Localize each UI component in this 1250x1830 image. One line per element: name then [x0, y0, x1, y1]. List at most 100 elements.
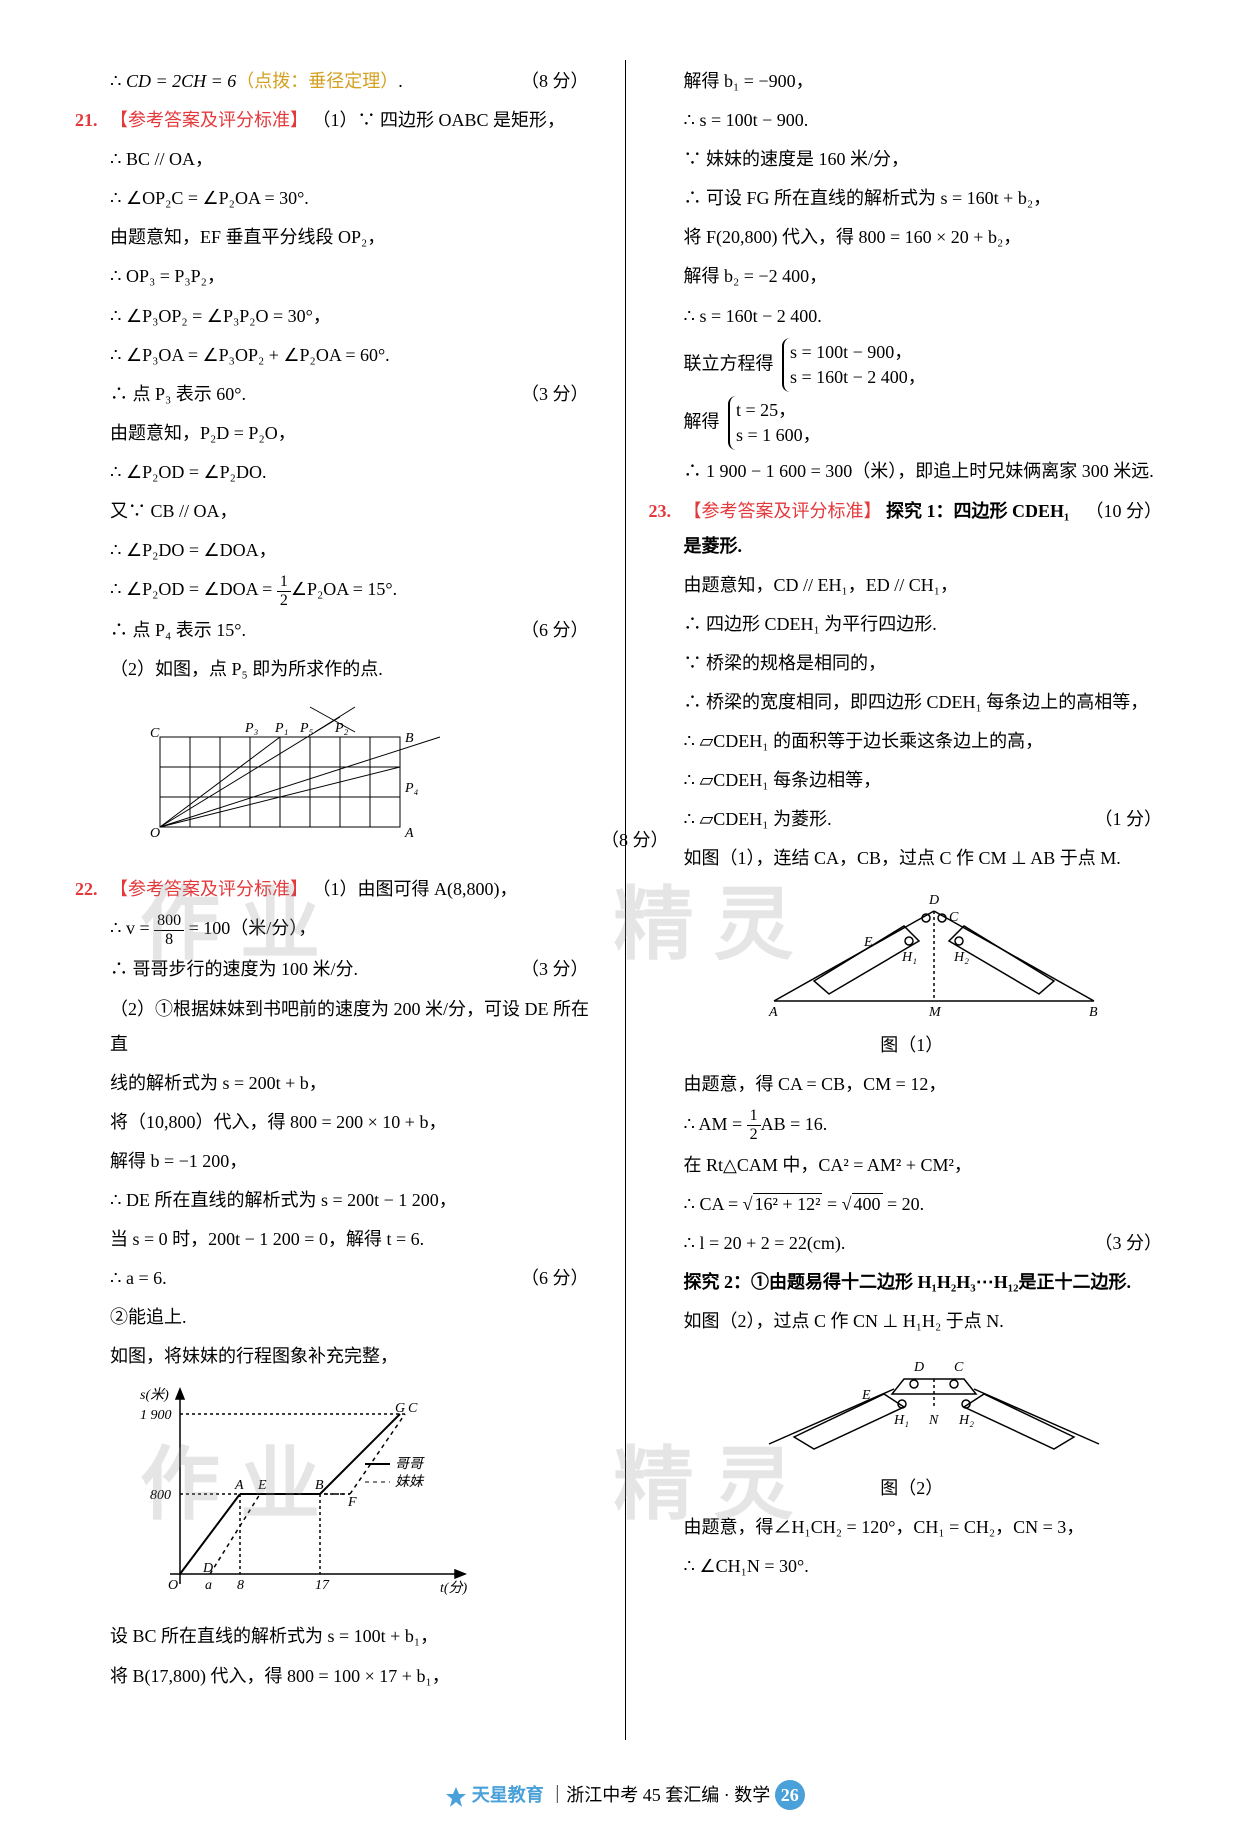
text: 将 B(17,800) 代入，得 800 = 100 × 17 + b₁， — [80, 1659, 597, 1694]
text: ∴ 点 P₄ 表示 15°. — [110, 620, 246, 640]
text: 解得 b = −1 200， — [80, 1144, 597, 1179]
question-number: 21. — [75, 103, 98, 138]
text: ∴ ∠P₂DO = ∠DOA， — [80, 533, 597, 568]
fraction: 8008 — [154, 912, 184, 948]
answer-header: 【参考答案及评分标准】 — [110, 110, 308, 130]
text: ∴ BC // OA， — [80, 142, 597, 177]
score: （6 分） — [521, 1261, 589, 1296]
text: ∴ 点 P₃ 表示 60°. — [110, 384, 246, 404]
text: ∴ 1 900 − 1 600 = 300（米），即追上时兄妹俩离家 300 米… — [654, 454, 1171, 489]
text: 设 BC 所在直线的解析式为 s = 100t + b₁， — [80, 1619, 597, 1654]
text: ∴ ∠P₃OA = ∠P₃OP₂ + ∠P₂OA = 60°. — [80, 338, 597, 373]
text: 线的解析式为 s = 200t + b， — [80, 1066, 597, 1101]
text: ∴ ∠CH₁N = 30°. — [654, 1549, 1171, 1584]
diagram-grid: CB OA P₃P₁ P₅P₂ P₄ （8 分） — [140, 697, 597, 862]
text: ∵ 桥梁的规格是相同的， — [654, 646, 1171, 681]
text: ∴ s = 160t − 2 400. — [654, 299, 1171, 334]
svg-text:A: A — [404, 826, 414, 841]
text: ∴ v = — [110, 918, 154, 938]
text: ∴ 桥梁的宽度相同，即四边形 CDEH₁ 每条边上的高相等， — [654, 685, 1171, 720]
text: = — [822, 1194, 841, 1214]
svg-text:B: B — [315, 1478, 324, 1493]
question-number: 22. — [75, 872, 98, 907]
svg-text:D: D — [913, 1360, 924, 1375]
text: 由题意知，EF 垂直平分线段 OP₂， — [80, 220, 597, 255]
figure-caption: 图（2） — [654, 1474, 1171, 1500]
svg-text:O: O — [150, 826, 160, 841]
text: 在 Rt△CAM 中，CA² = AM² + CM²， — [654, 1148, 1171, 1183]
text: （2）如图，点 P₅ 即为所求作的点. — [80, 652, 597, 687]
text: ∴ a = 6. — [110, 1268, 167, 1288]
text: ∴ ▱CDEH₁ 每条边相等， — [654, 763, 1171, 798]
brand-name: 天星教育 — [472, 1785, 544, 1805]
text: 联立方程得 — [684, 353, 774, 373]
text: ∴ OP₃ = P₃P₂， — [80, 259, 597, 294]
svg-text:C: C — [408, 1401, 418, 1416]
svg-text:H₂: H₂ — [953, 950, 969, 965]
score: （1 分） — [1095, 802, 1163, 837]
text: = 20. — [883, 1194, 925, 1214]
svg-text:E: E — [861, 1388, 871, 1403]
score: （6 分） — [521, 613, 589, 648]
svg-text:P₂: P₂ — [334, 721, 349, 736]
svg-text:H₂: H₂ — [958, 1413, 974, 1428]
text: ∴ ▱CDEH₁ 为菱形. — [684, 809, 832, 829]
text: 由题意知，P₂D = P₂O， — [80, 416, 597, 451]
page-footer: 天星教育 ｜浙江中考 45 套汇编 · 数学 26 — [0, 1780, 1250, 1810]
text: ∴ DE 所在直线的解析式为 s = 200t − 1 200， — [80, 1183, 597, 1218]
diagram-bridge-2: D C E H₁ N H₂ — [754, 1349, 1171, 1464]
score: （3 分） — [1095, 1226, 1163, 1261]
svg-text:B: B — [1089, 1005, 1098, 1016]
text: ∴ 哥哥步行的速度为 100 米/分. — [110, 959, 358, 979]
text: 又∵ CB // OA， — [80, 494, 597, 529]
text: ∵ 妹妹的速度是 160 米/分， — [654, 142, 1171, 177]
text: ∴ ∠P₂OD = ∠P₂DO. — [80, 455, 597, 490]
text: 由题意，得 CA = CB，CM = 12， — [654, 1067, 1171, 1102]
fraction: 12 — [747, 1107, 761, 1143]
svg-text:E: E — [863, 935, 873, 950]
fraction: 12 — [277, 573, 291, 609]
equation-system: s = 100t − 900，s = 160t − 2 400， — [782, 338, 932, 392]
svg-text:P₄: P₄ — [404, 781, 419, 796]
text: ②能追上. — [80, 1300, 597, 1335]
svg-text:A: A — [768, 1005, 778, 1016]
text: ∴ l = 20 + 2 = 22(cm). — [684, 1233, 846, 1253]
hint: （点拨：垂径定理） — [236, 71, 398, 91]
text: ∴ AM = — [684, 1114, 747, 1134]
text: 探究 2：①由题易得十二边形 H₁H₂H₃⋯H₁₂是正十二边形. — [684, 1272, 1132, 1292]
text: ∴ — [110, 71, 126, 91]
svg-text:H₁: H₁ — [893, 1413, 909, 1428]
svg-text:A: A — [234, 1478, 244, 1493]
svg-text:800: 800 — [150, 1488, 171, 1503]
svg-text:F: F — [347, 1495, 357, 1510]
svg-text:C: C — [949, 910, 959, 925]
page-number: 26 — [775, 1780, 805, 1810]
svg-text:P₁: P₁ — [274, 721, 288, 736]
svg-text:N: N — [928, 1413, 939, 1428]
text: ∴ ∠P₂OD = ∠DOA = — [110, 579, 277, 599]
svg-text:8: 8 — [237, 1578, 244, 1593]
svg-text:G: G — [395, 1401, 405, 1416]
svg-text:M: M — [928, 1005, 942, 1016]
text: 解得 b₁ = −900， — [654, 64, 1171, 99]
text: 将（10,800）代入，得 800 = 200 × 10 + b， — [80, 1105, 597, 1140]
text: 由题意，得∠H₁CH₂ = 120°，CH₁ = CH₂，CN = 3， — [654, 1510, 1171, 1545]
sqrt: 16² + 12² — [753, 1193, 823, 1214]
text: 将 F(20,800) 代入，得 800 = 160 × 20 + b₂， — [654, 220, 1171, 255]
svg-text:D: D — [202, 1561, 213, 1576]
text: 解得 — [684, 411, 720, 431]
text: ∴ 四边形 CDEH₁ 为平行四边形. — [654, 607, 1171, 642]
question-number: 23. — [649, 494, 672, 529]
text: 由题意知，CD // EH₁，ED // CH₁， — [654, 568, 1171, 603]
column-divider — [625, 60, 626, 1740]
text: 如图，将妹妹的行程图象补充完整， — [80, 1339, 597, 1374]
svg-text:a: a — [205, 1578, 212, 1593]
text: ∴ s = 100t − 900. — [654, 103, 1171, 138]
svg-text:17: 17 — [315, 1578, 330, 1593]
svg-text:P₃: P₃ — [244, 721, 259, 736]
answer-header: 【参考答案及评分标准】 — [110, 879, 308, 899]
score: （3 分） — [521, 377, 589, 412]
svg-text:1 900: 1 900 — [140, 1408, 172, 1423]
svg-text:E: E — [257, 1478, 267, 1493]
sqrt: 400 — [852, 1193, 883, 1214]
